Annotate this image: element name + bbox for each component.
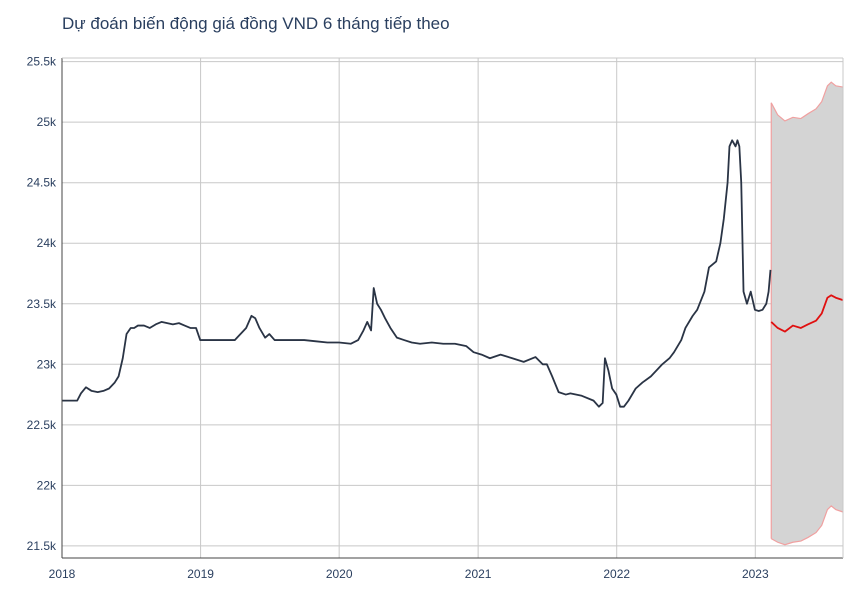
axes: 21.5k 22k 22.5k 23k 23.5k 24k 24.5k 25k 25.5k 201… xyxy=(27,55,844,581)
confidence-band xyxy=(770,81,844,546)
x-tick-label: 2023 xyxy=(742,567,769,581)
series-lines xyxy=(62,139,844,408)
x-tick-label: 2019 xyxy=(187,567,214,581)
y-tick-label: 24k xyxy=(37,236,57,250)
historical-price-line xyxy=(62,139,772,408)
y-tick-label: 21.5k xyxy=(27,539,57,553)
confidence-band-area xyxy=(771,82,843,545)
y-tick-label: 23.5k xyxy=(27,297,57,311)
x-tick-label: 2021 xyxy=(465,567,492,581)
y-tick-label: 23k xyxy=(37,357,57,371)
y-tick-label: 22k xyxy=(37,478,57,492)
y-tick-label: 24.5k xyxy=(27,176,57,190)
grid xyxy=(61,58,843,558)
y-tick-label: 25.5k xyxy=(27,55,57,69)
forecast-price-line xyxy=(770,294,844,333)
y-tick-label: 22.5k xyxy=(27,418,57,432)
lower-bound-line xyxy=(770,505,844,546)
x-tick-label: 2022 xyxy=(603,567,630,581)
upper-bound-line xyxy=(770,81,844,122)
y-tick-label: 25k xyxy=(37,115,57,129)
chart-title: Dự đoán biến động giá đồng VND 6 tháng t… xyxy=(62,14,450,33)
x-tick-label: 2018 xyxy=(49,567,76,581)
x-tick-label: 2020 xyxy=(326,567,353,581)
